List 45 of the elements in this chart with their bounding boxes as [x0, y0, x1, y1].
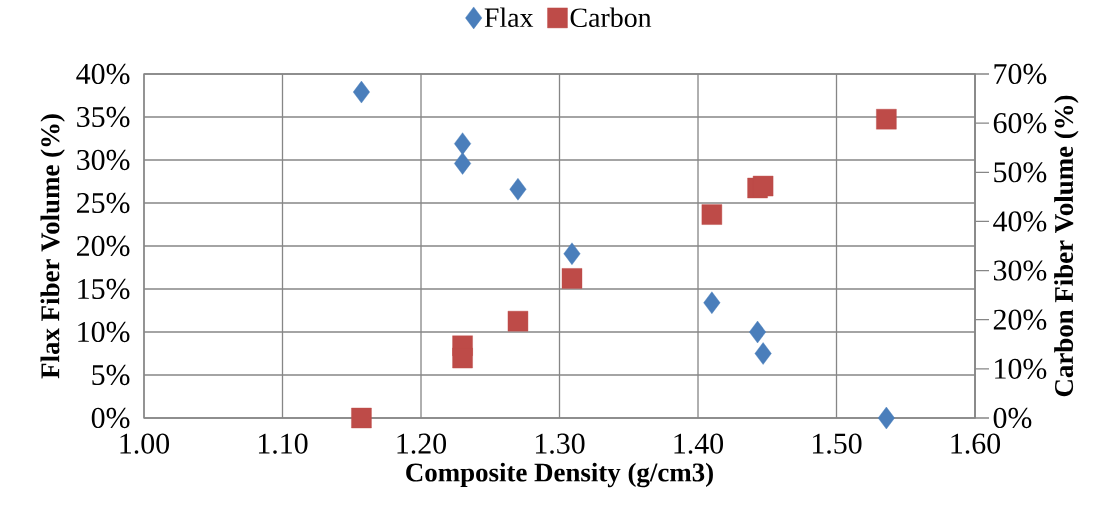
- y2-tick-label: 50%: [994, 162, 1047, 183]
- y-tick-label: 15%: [78, 278, 130, 300]
- x-tick-label: 1.40: [674, 433, 724, 454]
- point: [454, 132, 471, 155]
- x-axis-title: Composite Density (g/cm3): [406, 462, 713, 488]
- point: [563, 242, 581, 265]
- x-tick-label: 1.20: [397, 433, 447, 454]
- point: [877, 406, 895, 430]
- y-tick-label: 30%: [77, 149, 130, 171]
- point: [703, 291, 721, 314]
- y-tick-label: 10%: [78, 321, 130, 343]
- point: [454, 152, 471, 175]
- point: [351, 407, 372, 429]
- y2-tick-label: 70%: [994, 63, 1047, 85]
- y-tick-label: 0%: [91, 407, 130, 429]
- y-axis-title: Flax Fiber Volume (%): [40, 114, 65, 379]
- point: [701, 204, 723, 225]
- x-tick-label: 1.50: [812, 433, 862, 454]
- y-tick-label: 35%: [77, 106, 130, 128]
- y2-tick-label: 30%: [993, 260, 1047, 281]
- point: [509, 178, 527, 201]
- point: [561, 268, 583, 289]
- point: [752, 175, 774, 197]
- y2-axis-title: Carbon Fiber Volume (%): [1054, 95, 1079, 397]
- y-tick-label: 25%: [77, 192, 130, 214]
- y2-tick-label: 10%: [995, 358, 1047, 379]
- x-tick-label: 1.30: [535, 433, 585, 454]
- point: [507, 310, 529, 332]
- legend-label: Flax: [484, 7, 534, 28]
- y2-tick-label: 60%: [993, 113, 1047, 134]
- y-tick-label: 40%: [76, 63, 130, 85]
- x-tick-label: 1.60: [951, 433, 1001, 454]
- x-tick-label: 1.10: [258, 433, 308, 454]
- point: [353, 80, 370, 104]
- point: [749, 320, 767, 344]
- point: [876, 109, 897, 130]
- legend-label: Carbon: [570, 7, 652, 28]
- y-tick-label: 5%: [92, 364, 130, 386]
- x-tick-label: 1.00: [120, 433, 170, 454]
- point: [754, 342, 772, 365]
- y2-tick-label: 20%: [993, 309, 1047, 330]
- y-tick-label: 20%: [77, 235, 130, 257]
- y2-tick-label: 40%: [993, 211, 1047, 232]
- point: [452, 347, 473, 369]
- y2-tick-label: 0%: [993, 407, 1032, 429]
